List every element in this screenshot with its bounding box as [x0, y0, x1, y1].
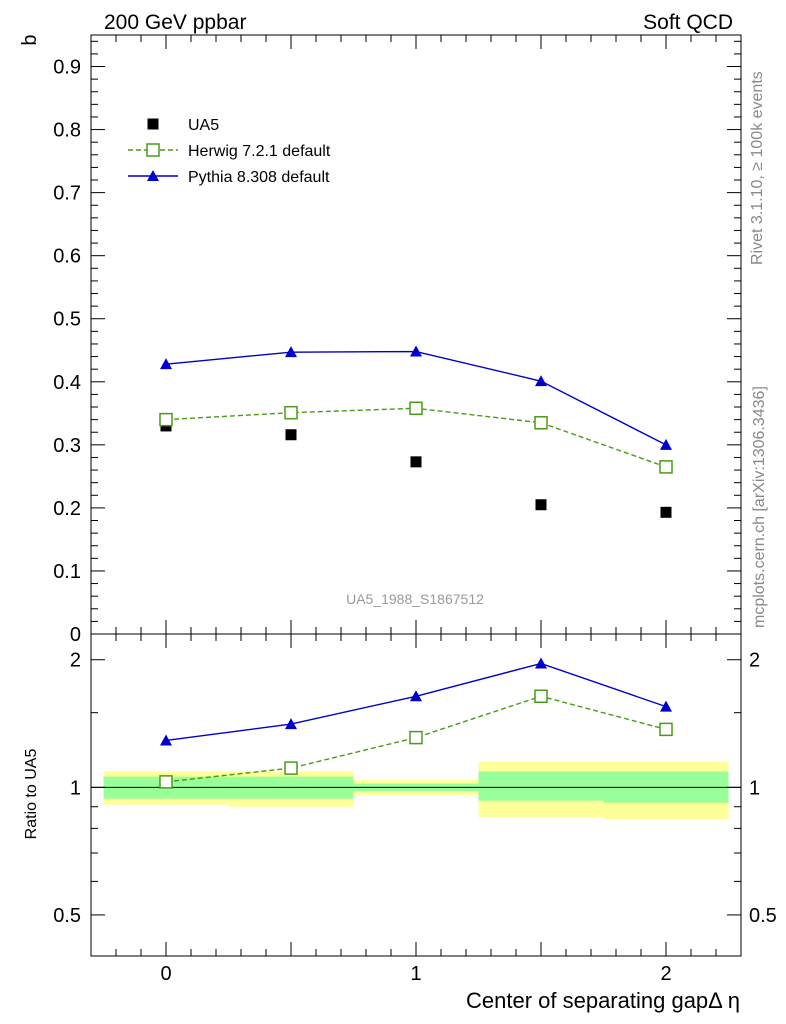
- top-y-tick-label: 0: [70, 624, 81, 646]
- pythia-point: [285, 346, 297, 358]
- herwig-point: [409, 401, 423, 416]
- bottom-y-tick-label: 1: [70, 777, 81, 799]
- x-tick-label: 0: [160, 963, 171, 985]
- legend-herwig-marker: [146, 143, 160, 157]
- ratio-pythia-point: [285, 718, 297, 730]
- x-tick-label: 2: [660, 963, 671, 985]
- bottom-y-tick-label: 0.5: [53, 905, 81, 927]
- ratio-herwig-point: [409, 730, 423, 745]
- bottom-y-tick-label: 2: [70, 650, 81, 672]
- ua5-point: [535, 499, 547, 511]
- pythia-point: [160, 358, 172, 370]
- legend-ua5-marker: [147, 118, 159, 130]
- top-y-tick-label: 0.5: [53, 309, 81, 331]
- herwig-point: [159, 412, 173, 427]
- header-right-title: Soft QCD: [643, 11, 733, 34]
- bottom-y-tick-label-right: 2: [749, 650, 760, 672]
- top-y-tick-label: 0.8: [53, 120, 81, 142]
- ua5-point: [660, 506, 672, 518]
- top-y-tick-label: 0.3: [53, 435, 81, 457]
- mcplots-label: mcplots.cern.ch [arXiv:1306.3436]: [751, 386, 768, 628]
- ratio-pythia-point: [160, 734, 172, 746]
- bottom-y-tick-label-right: 1: [749, 777, 760, 799]
- ua5-point: [410, 456, 422, 468]
- rivet-label: Rivet 3.1.10, ≥ 100k events: [749, 71, 766, 265]
- x-tick-label: 1: [410, 963, 421, 985]
- pythia-point: [660, 438, 672, 450]
- ratio-herwig-point: [159, 775, 173, 789]
- pythia-point: [410, 345, 422, 357]
- x-axis-label: Center of separating gapΔ η: [466, 988, 740, 1013]
- ratio-pythia-line: [165, 662, 667, 742]
- ratio-pythia-point: [535, 657, 547, 669]
- top-y-tick-label: 0.2: [53, 498, 81, 520]
- pythia-point: [535, 375, 547, 387]
- top-y-tick-label: 0.1: [53, 561, 81, 583]
- legend-pythia-marker: [147, 170, 159, 181]
- herwig-point: [534, 416, 548, 430]
- top-y-tick-label: 0.6: [53, 246, 81, 268]
- ua5-point: [285, 429, 297, 441]
- analysis-label: UA5_1988_S1867512: [346, 591, 484, 607]
- ratio-band-inner: [478, 771, 604, 801]
- ratio-pythia-point: [410, 690, 422, 702]
- top-y-tick-label: 0.7: [53, 183, 81, 205]
- legend-label: UA5: [188, 117, 219, 134]
- ratio-herwig-point: [534, 689, 548, 704]
- pythia-line: [165, 350, 667, 446]
- ratio-herwig-line: [165, 695, 667, 783]
- herwig-point: [659, 460, 673, 474]
- ratio-pythia-point: [660, 700, 672, 712]
- ratio-herwig-point: [659, 722, 673, 737]
- bottom-y-axis-label: Ratio to UA5: [23, 749, 40, 840]
- header-left-title: 200 GeV ppbar: [104, 11, 246, 34]
- top-y-tick-label: 0.4: [53, 372, 81, 394]
- legend-label: Herwig 7.2.1 default: [188, 143, 331, 160]
- legend-label: Pythia 8.308 default: [188, 169, 330, 186]
- bottom-y-tick-label-right: 0.5: [749, 905, 777, 927]
- ratio-herwig-point: [284, 761, 298, 775]
- top-y-tick-label: 0.9: [53, 57, 81, 79]
- top-y-axis-label: b: [19, 34, 41, 45]
- herwig-point: [284, 405, 298, 420]
